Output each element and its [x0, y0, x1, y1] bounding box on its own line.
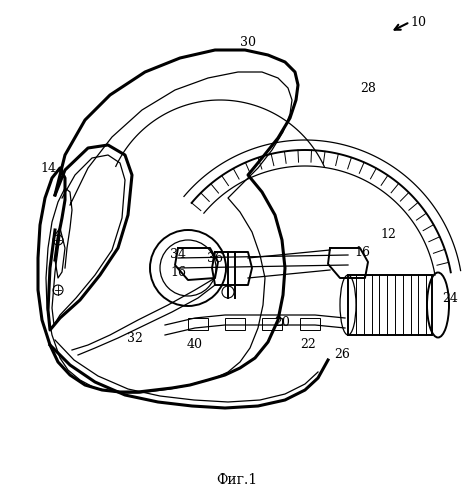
Text: Фиг.1: Фиг.1	[217, 473, 257, 487]
Text: 28: 28	[360, 82, 376, 94]
Text: 24: 24	[442, 292, 458, 304]
Text: 20: 20	[274, 316, 290, 328]
Text: 36: 36	[207, 252, 223, 264]
Bar	[188, 318, 208, 330]
Bar	[300, 318, 320, 330]
Text: 10: 10	[410, 16, 426, 28]
Text: 22: 22	[300, 338, 316, 351]
Text: 32: 32	[127, 332, 143, 344]
Text: 30: 30	[240, 36, 256, 49]
Bar	[225, 318, 245, 330]
Text: 34: 34	[170, 248, 186, 262]
Bar	[262, 318, 282, 330]
Text: 12: 12	[380, 228, 396, 241]
Text: 16: 16	[170, 266, 186, 278]
Text: 40: 40	[187, 338, 203, 351]
Text: 14: 14	[40, 162, 56, 174]
Bar	[348, 275, 432, 335]
Text: 26: 26	[334, 348, 350, 362]
Text: 16: 16	[354, 246, 370, 258]
